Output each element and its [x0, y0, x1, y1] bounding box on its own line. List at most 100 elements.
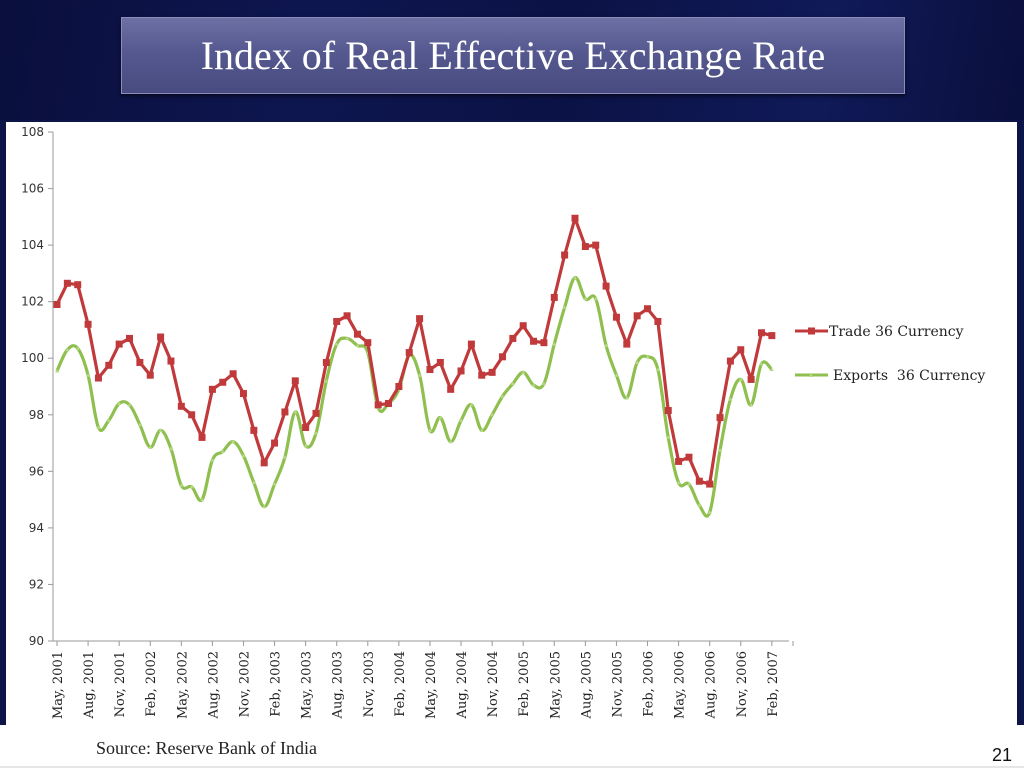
data-point — [231, 439, 236, 444]
legend-item-trade: Trade 36 Currency — [795, 324, 964, 340]
data-point — [438, 415, 443, 420]
data-point — [208, 385, 216, 393]
data-point — [96, 425, 101, 430]
y-tick-label: 92 — [29, 577, 44, 591]
data-point — [623, 340, 631, 348]
title-box: Index of Real Effective Exchange Rate — [121, 17, 905, 94]
data-point — [179, 483, 184, 487]
data-point — [467, 340, 475, 348]
data-point — [447, 385, 455, 393]
data-point — [168, 446, 173, 451]
data-point — [427, 428, 432, 432]
data-point — [614, 373, 619, 377]
data-point — [635, 360, 640, 364]
data-point — [571, 214, 579, 222]
data-point — [500, 394, 505, 398]
bottom-divider — [0, 766, 1024, 768]
data-point — [666, 435, 671, 439]
x-tick-label: Feb, 2004 — [393, 651, 408, 717]
data-point — [271, 439, 279, 447]
data-point — [137, 422, 142, 427]
x-tick-label: Nov, 2005 — [610, 651, 625, 717]
x-tick-label: Aug, 2002 — [206, 651, 221, 719]
legend-marker — [808, 327, 815, 335]
data-point — [334, 342, 339, 346]
data-point — [229, 370, 237, 378]
data-point — [220, 449, 225, 454]
data-point — [84, 320, 92, 328]
y-tick-label: 106 — [21, 182, 44, 196]
data-point — [448, 439, 453, 444]
series-line — [55, 276, 773, 518]
data-point — [117, 401, 122, 405]
data-point — [355, 343, 360, 347]
data-point — [55, 368, 59, 373]
data-point — [561, 251, 569, 259]
data-point — [385, 399, 393, 407]
data-point — [592, 241, 600, 249]
x-tick-label: Aug, 2001 — [82, 651, 97, 719]
data-point — [302, 424, 310, 432]
data-point — [457, 367, 465, 375]
x-tick-label: Nov, 2002 — [237, 651, 252, 717]
data-point — [177, 402, 185, 410]
legend-label: Exports 36 Currency — [833, 368, 985, 384]
data-point — [562, 305, 567, 309]
data-point — [716, 414, 724, 422]
data-point — [115, 340, 123, 348]
x-tick-label: May, 2005 — [548, 651, 563, 719]
x-tick-label: Nov, 2004 — [486, 651, 501, 717]
data-point — [188, 411, 196, 419]
data-point — [747, 375, 755, 383]
x-tick-label: Feb, 2007 — [766, 651, 781, 717]
data-point — [63, 279, 71, 287]
x-tick-label: May, 2001 — [51, 651, 66, 719]
data-point — [624, 395, 629, 400]
y-axis: 90 92 94 96 98 100 102 104 106 108 — [21, 125, 54, 648]
line-chart: 90 92 94 96 98 100 102 104 106 108 May, 2001 Aug, … — [21, 125, 985, 719]
page-number: 21 — [992, 745, 1013, 765]
data-point — [488, 368, 496, 376]
data-point — [241, 453, 246, 458]
data-point — [250, 426, 258, 434]
data-point — [345, 336, 350, 340]
data-point — [405, 349, 413, 357]
data-point — [550, 293, 558, 301]
data-point — [644, 305, 652, 313]
data-point — [333, 317, 341, 325]
x-tick-label: Nov, 2006 — [735, 651, 750, 717]
data-point — [260, 459, 268, 467]
data-point — [519, 322, 527, 330]
data-point — [303, 443, 308, 448]
data-point — [417, 373, 422, 377]
y-tick-label: 108 — [21, 125, 44, 139]
x-tick-label: Feb, 2005 — [517, 651, 532, 717]
y-tick-label: 94 — [29, 521, 44, 535]
data-point — [759, 361, 764, 366]
data-point — [612, 313, 620, 321]
data-point — [282, 455, 287, 459]
data-point — [416, 315, 424, 323]
legend-marker — [809, 373, 813, 377]
data-point — [94, 374, 102, 382]
data-point — [426, 366, 434, 374]
data-point — [718, 448, 723, 452]
data-point — [353, 330, 361, 338]
y-tick-label: 90 — [29, 634, 44, 648]
data-point — [262, 504, 267, 509]
y-tick-label: 96 — [29, 464, 44, 478]
x-tick-label: Feb, 2003 — [269, 651, 284, 717]
data-point — [239, 390, 247, 398]
data-point — [86, 373, 91, 377]
data-point — [65, 347, 70, 352]
data-point — [697, 503, 702, 507]
data-point — [604, 343, 609, 347]
data-point — [541, 381, 546, 386]
data-point — [593, 296, 598, 301]
source-note: Source: Reserve Bank of India — [96, 738, 317, 758]
data-point — [167, 357, 175, 365]
data-point — [479, 428, 484, 432]
data-point — [726, 357, 734, 365]
data-point — [198, 433, 206, 441]
data-point — [126, 334, 134, 342]
